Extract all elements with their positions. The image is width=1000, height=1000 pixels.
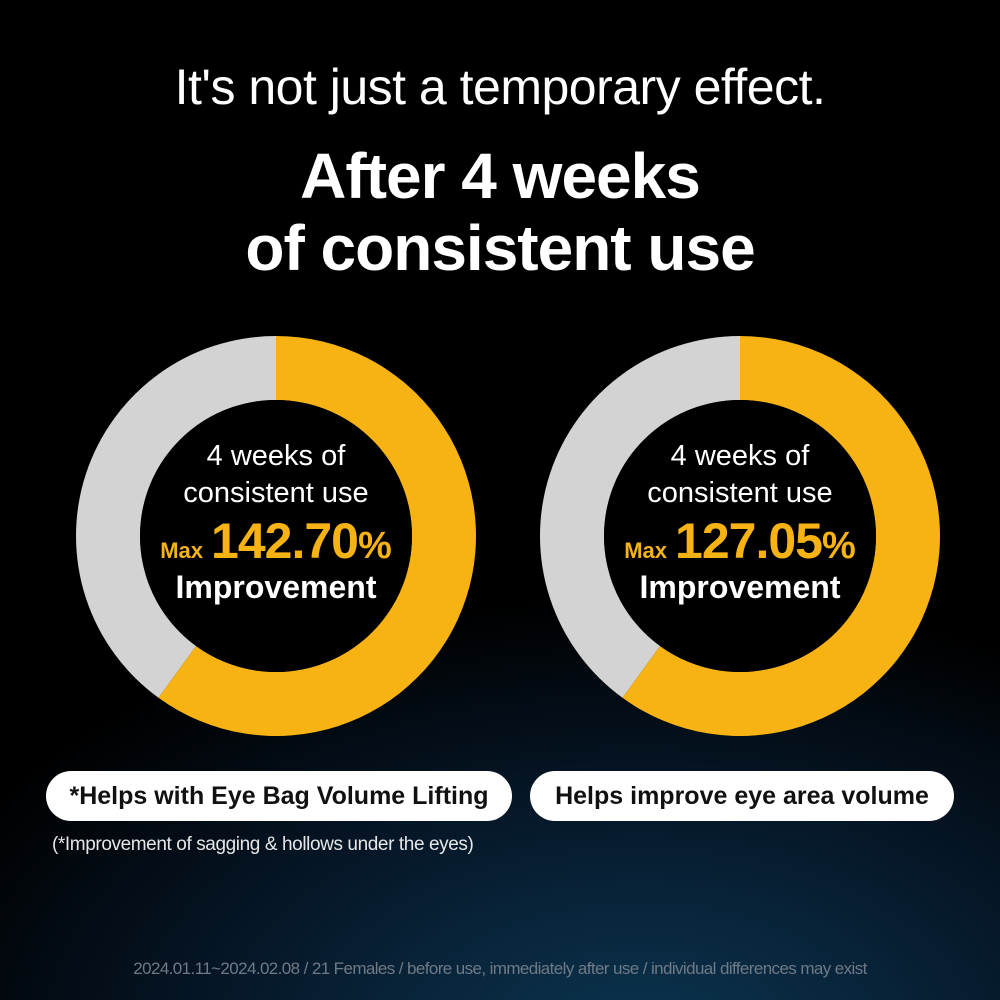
donut-slice-remainder — [76, 336, 277, 698]
max-value-row: Max 142.70% — [76, 514, 476, 568]
caption-pill-left: *Helps with Eye Bag Volume Lifting — [46, 771, 512, 821]
study-source-note: 2024.01.11~2024.02.08 / 21 Females / bef… — [133, 959, 867, 978]
caption-pill-right: Helps improve eye area volume — [530, 771, 954, 821]
max-prefix: Max — [624, 538, 668, 563]
donut-slice-improvement — [158, 336, 476, 736]
donut-svg-right — [540, 336, 940, 736]
donut-slice-improvement — [622, 336, 940, 736]
title-line-1: After 4 weeks — [300, 140, 701, 212]
donut-chart-left: 4 weeks of consistent use Max 142.70% Imp… — [76, 336, 476, 736]
improvement-value: 127.05 — [675, 513, 823, 569]
donut-center-text-left: 4 weeks of consistent use Max 142.70% Imp… — [76, 438, 476, 606]
usage-label: consistent use — [647, 477, 833, 509]
percent-unit: % — [821, 525, 856, 567]
page-title: After 4 weeks of consistent use — [0, 140, 1000, 284]
donut-svg-left — [76, 336, 476, 736]
improvement-value: 142.70 — [211, 513, 359, 569]
percent-unit: % — [357, 525, 392, 567]
max-prefix: Max — [160, 538, 204, 563]
donut-chart-right: 4 weeks of consistent use Max 127.05% Imp… — [540, 336, 940, 736]
title-line-2: of consistent use — [245, 212, 755, 284]
footnote: (*Improvement of sagging & hollows under… — [52, 834, 474, 855]
donut-slice-remainder — [540, 336, 740, 698]
donut-hole — [604, 400, 876, 672]
subtitle: It's not just a temporary effect. — [174, 59, 826, 115]
improvement-label: Improvement — [175, 569, 377, 605]
donut-center-text-right: 4 weeks of consistent use Max 127.05% Imp… — [540, 438, 940, 606]
usage-label: consistent use — [183, 477, 369, 509]
duration-label: 4 weeks of — [670, 440, 810, 472]
duration-label: 4 weeks of — [206, 440, 346, 472]
max-value-row: Max 127.05% — [540, 514, 940, 568]
improvement-label: Improvement — [639, 569, 841, 605]
donut-hole — [140, 400, 412, 672]
